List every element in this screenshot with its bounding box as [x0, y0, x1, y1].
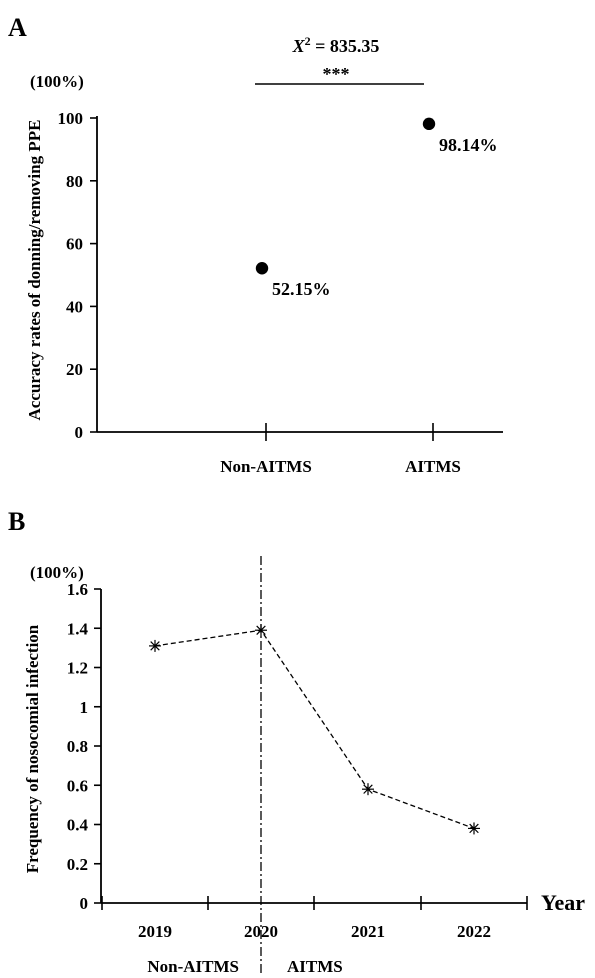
asterisk-stroke: [469, 823, 479, 834]
panel-a-chart: A (100%) X2 = 835.35 *** Accuracy rates …: [8, 13, 503, 476]
chi-square-exponent: 2: [305, 34, 311, 48]
panel-a-category-label: AITMS: [405, 457, 461, 476]
panel-a-data-point: [422, 117, 436, 131]
panel-b-chart: B (100%) Frequency of nosocomial infecti…: [8, 507, 585, 976]
panel-b-y-tick-label: 0.4: [67, 816, 89, 835]
panel-b-series-line: [154, 629, 475, 830]
chi-square-symbol: X: [292, 36, 306, 56]
panel-b-y-tick-label: 0: [80, 894, 89, 913]
panel-b-data-point: [149, 639, 161, 652]
asterisk-stroke: [150, 641, 160, 651]
panel-b-x-tick-label: 2019: [138, 922, 172, 941]
panel-a-y-axis-title: Accuracy rates of donning/removing PPE: [25, 120, 44, 421]
panel-a-category-label: Non-AITMS: [220, 457, 312, 476]
panel-a-label: A: [8, 13, 27, 42]
panel-a-data-point: [255, 262, 269, 275]
panel-a-data-label: 98.14%: [439, 135, 498, 155]
panel-b-y-tick-label: 1: [80, 698, 89, 717]
period-label-after: AITMS: [287, 957, 343, 976]
chi-square-value: = 835.35: [311, 36, 380, 56]
asterisk-stroke: [363, 784, 373, 794]
panel-b-y-tick-label: 0.6: [67, 776, 88, 795]
panel-b-data-point: [362, 783, 374, 796]
asterisk-stroke: [256, 625, 266, 635]
panel-b-y-tick-label: 1.4: [67, 619, 89, 638]
panel-b-unit: (100%): [30, 563, 84, 582]
panel-b-x-tick-label: 2021: [351, 922, 385, 941]
panel-b-data-point: [255, 624, 267, 637]
panel-a-data-label: 52.15%: [272, 279, 331, 299]
panel-a-y-tick-label: 0: [75, 423, 84, 442]
panel-b-y-tick-label: 0.8: [67, 737, 88, 756]
panel-b-x-axis-title: Year: [541, 890, 585, 915]
panel-b-x-tick-label: 2022: [457, 922, 491, 941]
panel-a-y-tick-label: 40: [66, 297, 83, 316]
panel-a-y-tick-label: 60: [66, 235, 83, 254]
panel-a-y-tick-label: 100: [58, 109, 84, 128]
panel-b-y-tick-label: 1.6: [67, 580, 88, 599]
panel-b-label: B: [8, 507, 25, 536]
panel-a-y-tick-label: 80: [66, 172, 83, 191]
panel-b-y-axis-title: Frequency of nosocomial infection: [23, 624, 42, 873]
panel-b-data-point: [468, 822, 480, 835]
panel-a-unit: (100%): [30, 72, 84, 91]
panel-b-y-tick-label: 0.2: [67, 855, 88, 874]
panel-b-y-tick-label: 1.2: [67, 659, 88, 678]
panel-a-y-tick-label: 20: [66, 360, 83, 379]
period-label-before: Non-AITMS: [147, 957, 239, 976]
significance-stars: ***: [323, 64, 350, 84]
panel-a-chi-square: X2 = 835.35: [292, 34, 380, 56]
